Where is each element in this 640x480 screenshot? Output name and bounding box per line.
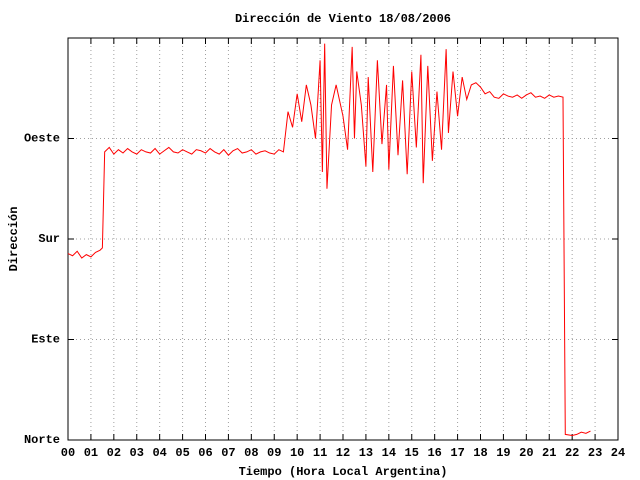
y-tick-label: Oeste: [24, 132, 60, 146]
x-tick-label: 21: [542, 446, 556, 460]
x-tick-label: 23: [588, 446, 602, 460]
x-tick-label: 09: [267, 446, 281, 460]
x-tick-label: 06: [198, 446, 212, 460]
x-tick-label: 17: [450, 446, 464, 460]
x-tick-label: 20: [519, 446, 533, 460]
y-tick-label: Sur: [38, 232, 60, 246]
x-tick-label: 11: [313, 446, 327, 460]
x-tick-label: 16: [427, 446, 441, 460]
x-tick-label: 22: [565, 446, 579, 460]
x-tick-label: 07: [221, 446, 235, 460]
x-tick-label: 18: [473, 446, 487, 460]
y-tick-label: Este: [31, 333, 60, 347]
y-tick-label: Norte: [24, 433, 60, 447]
x-tick-label: 24: [611, 446, 625, 460]
x-tick-label: 19: [496, 446, 510, 460]
chart-title: Dirección de Viento 18/08/2006: [235, 12, 451, 26]
x-tick-label: 03: [130, 446, 144, 460]
x-tick-label: 10: [290, 446, 304, 460]
x-axis-label: Tiempo (Hora Local Argentina): [239, 465, 448, 479]
x-tick-label: 14: [382, 446, 396, 460]
x-tick-label: 02: [107, 446, 121, 460]
x-tick-label: 04: [152, 446, 166, 460]
x-tick-label: 15: [405, 446, 419, 460]
x-tick-label: 00: [61, 446, 75, 460]
data-line: [67, 43, 591, 437]
x-tick-label: 12: [336, 446, 350, 460]
x-tick-label: 05: [175, 446, 189, 460]
plot-frame: [67, 37, 619, 441]
x-tick-label: 01: [84, 446, 98, 460]
x-tick-label: 08: [244, 446, 258, 460]
x-tick-label: 13: [359, 446, 373, 460]
y-axis-label: Dirección: [7, 207, 21, 272]
